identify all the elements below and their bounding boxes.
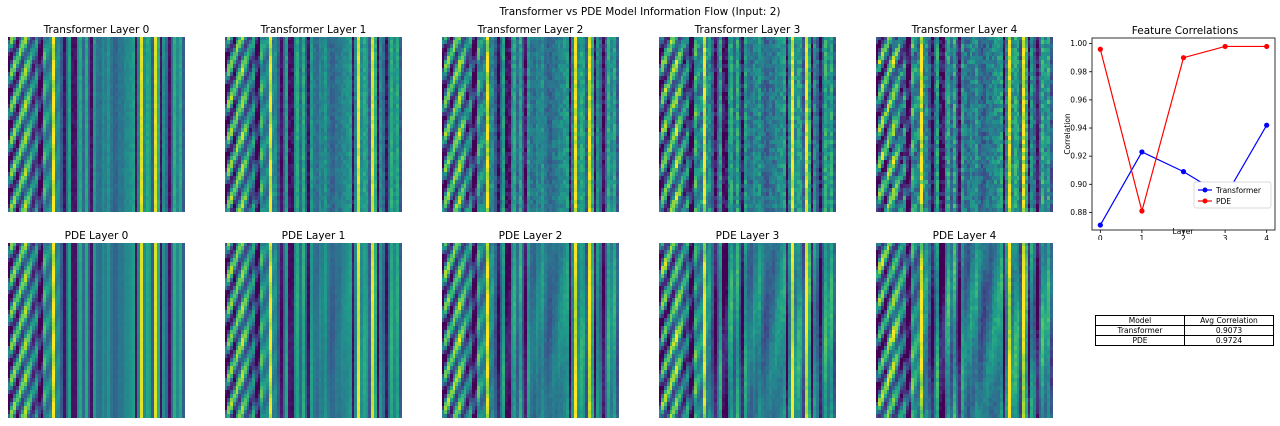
data-point-transformer — [1264, 122, 1270, 128]
heatmap-transformer-4 — [876, 37, 1053, 212]
heatmap-title-pde-1: PDE Layer 1 — [281, 230, 346, 242]
y-tick-label: 0.96 — [1070, 95, 1087, 104]
heatmap-pde-0 — [8, 243, 185, 418]
heatmap-pde-1 — [225, 243, 402, 418]
heatmap-transformer-1 — [225, 37, 402, 212]
series-line-transformer — [1099, 124, 1268, 226]
y-tick-label: 0.92 — [1070, 152, 1087, 161]
x-axis: 0 1 2 3 4 — [1098, 230, 1269, 240]
heatmap-title-transformer-4: Transformer Layer 4 — [911, 24, 1018, 36]
data-point-pde — [1264, 43, 1270, 50]
summary-table: Model Avg Correlation Transformer 0.9073… — [1095, 315, 1274, 346]
legend-pde-marker — [1202, 198, 1208, 204]
x-axis-label: Layer — [1173, 227, 1195, 236]
data-point-transformer — [1097, 222, 1103, 228]
heatmap-title-transformer-1: Transformer Layer 1 — [260, 24, 367, 36]
correlation-line-chart: Feature Correlations 0.88 0.90 0.92 0.94 0.9… — [1063, 25, 1276, 240]
x-tick-label: 1 — [1140, 234, 1145, 240]
y-tick-label: 0.98 — [1070, 67, 1087, 76]
heatmap-pde-3 — [659, 243, 836, 418]
table-header-avg-correlation: Avg Correlation — [1184, 315, 1274, 326]
table-row: PDE 0.9724 — [1095, 335, 1274, 346]
heatmap-pde-4 — [876, 243, 1053, 418]
heatmap-title-pde-0: PDE Layer 0 — [64, 230, 129, 242]
data-point-transformer — [1180, 169, 1187, 175]
heatmap-transformer-2 — [442, 37, 619, 212]
table-row: Transformer 0.9073 — [1095, 325, 1274, 336]
chart-legend: Transformer PDE — [1193, 181, 1272, 209]
heatmap-pde-2 — [442, 243, 619, 418]
table-cell-model: Transformer — [1095, 325, 1185, 336]
table-header-row: Model Avg Correlation — [1095, 315, 1274, 326]
heatmap-transformer-0 — [8, 37, 185, 212]
heatmap-title-transformer-0: Transformer Layer 0 — [43, 24, 150, 36]
heatmap-title-pde-2: PDE Layer 2 — [498, 230, 563, 242]
y-tick-label: 0.88 — [1070, 208, 1087, 217]
x-tick-label: 4 — [1264, 234, 1269, 240]
x-tick-label: 0 — [1098, 234, 1103, 240]
table-cell-model: PDE — [1095, 335, 1185, 346]
data-point-transformer — [1139, 149, 1145, 155]
table-header-model: Model — [1095, 315, 1185, 326]
legend-box — [1193, 181, 1272, 209]
legend-transformer-label: Transformer — [1215, 186, 1262, 195]
x-tick-label: 2 — [1181, 234, 1186, 240]
heatmap-transformer-3 — [659, 37, 836, 212]
y-axis: 0.88 0.90 0.92 0.94 0.96 0.98 1.00 — [1070, 39, 1092, 217]
table-cell-avg: 0.9724 — [1184, 335, 1274, 346]
y-tick-label: 0.90 — [1070, 180, 1087, 189]
figure-title: Transformer vs PDE Model Information Flo… — [499, 6, 781, 18]
data-point-pde — [1222, 43, 1228, 50]
data-point-pde — [1139, 208, 1145, 214]
y-tick-label: 1.00 — [1070, 39, 1087, 48]
heatmap-title-pde-3: PDE Layer 3 — [715, 230, 780, 242]
x-tick-label: 3 — [1223, 234, 1228, 240]
heatmap-title-transformer-2: Transformer Layer 2 — [477, 24, 584, 36]
y-axis-label: Correlation — [1063, 113, 1072, 155]
chart-title: Feature Correlations — [1132, 25, 1238, 37]
legend-pde-label: PDE — [1216, 197, 1231, 206]
legend-transformer-marker — [1202, 187, 1208, 193]
table-cell-avg: 0.9073 — [1184, 325, 1274, 336]
heatmap-title-transformer-3: Transformer Layer 3 — [694, 24, 801, 36]
data-point-pde — [1180, 55, 1187, 61]
heatmap-title-pde-4: PDE Layer 4 — [932, 230, 997, 242]
y-tick-label: 0.94 — [1070, 124, 1087, 133]
data-point-pde — [1097, 46, 1103, 52]
